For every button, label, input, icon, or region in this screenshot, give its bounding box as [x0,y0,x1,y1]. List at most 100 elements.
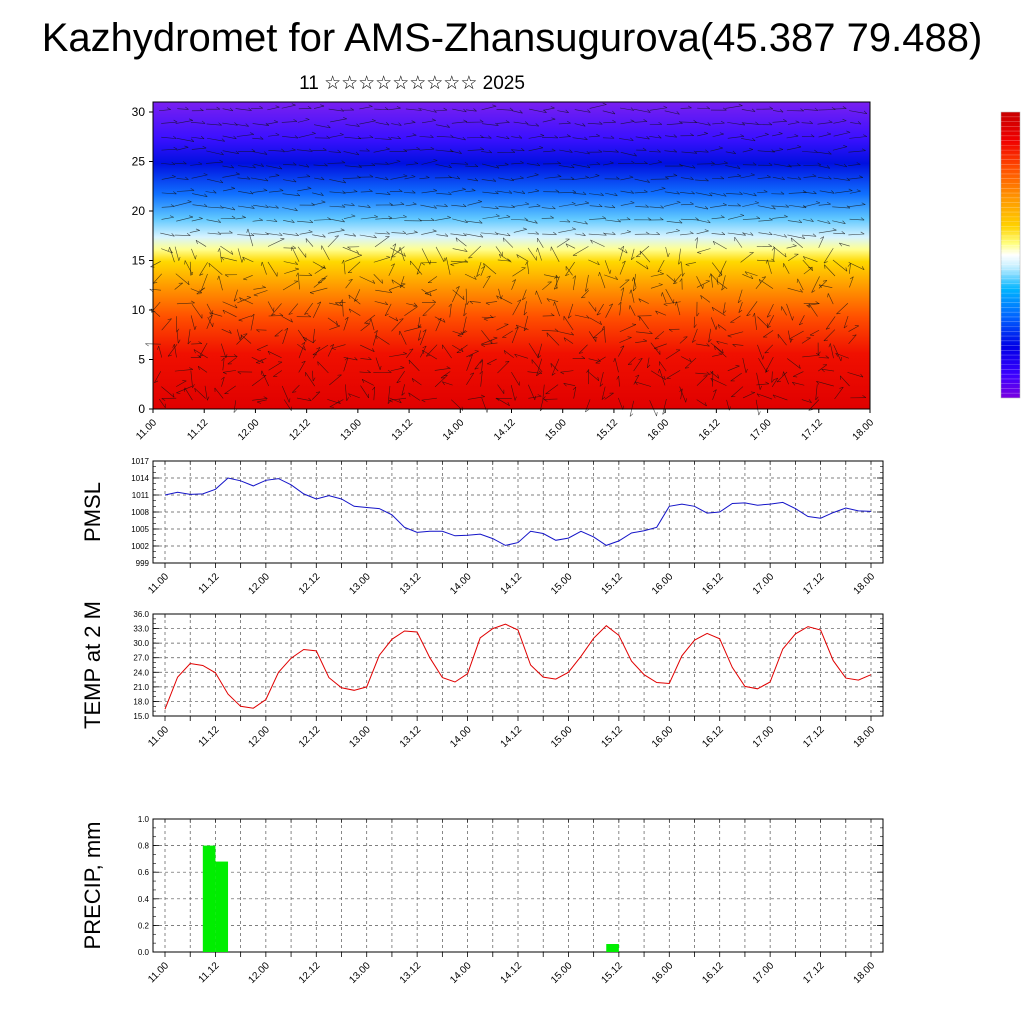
wind-vector [620,151,637,157]
wind-vector [222,206,235,211]
wind-vector [817,151,832,155]
wind-vector [817,121,833,125]
wind-vector [201,273,208,291]
wind-vector [465,165,479,168]
wind-vector [404,306,418,316]
wind-vector [787,358,801,369]
wind-vector [543,107,555,111]
wind-vector-barb [601,396,606,400]
wind-vector [514,353,529,359]
wind-vector [221,256,237,262]
wind-vector-barb [536,247,538,252]
wind-vector [790,237,803,248]
wind-vector-barb [798,219,803,223]
wind-vector [620,231,631,235]
wind-vector-barb [219,205,224,209]
wind-vector-barb [279,188,284,191]
wind-vector [559,149,573,153]
wind-vector [237,165,256,169]
wind-vector [375,335,390,345]
wind-vector [206,178,223,184]
wind-vector-barb [771,247,775,251]
wind-vector [526,174,539,178]
wind-vector-barb [598,203,603,207]
wind-vector [601,386,606,400]
wind-vector-barb [488,135,492,139]
wind-vector [588,193,604,196]
wind-vector-barb [797,176,802,180]
wind-vector-barb [512,279,516,282]
wind-vector [679,386,687,403]
wind-vector-barb [320,104,325,107]
wind-vector [605,219,621,223]
wind-vector-barb [810,134,815,138]
wind-vector-barb [246,176,251,180]
wind-vector-barb [537,394,542,397]
temp-xtick-label: 18.00 [852,724,878,750]
wind-vector-barb [602,102,607,105]
wind-vector [312,192,324,196]
wind-vector-barb [275,205,279,209]
wind-vector-barb [187,200,192,203]
wind-vector-barb [293,119,298,122]
wind-vector [342,177,361,179]
wind-vector-barb [259,218,263,221]
wind-vector [233,289,238,302]
wind-vector [830,343,834,359]
hm-ytick-label: 30 [132,105,146,119]
wind-vector [184,387,193,401]
wind-vector-barb [308,230,313,233]
wind-vector-barb [723,193,727,197]
wind-vector-barb [421,399,426,403]
wind-vector [527,371,542,374]
wind-vector [664,110,680,115]
wind-vector-barb [659,217,664,221]
wind-vector-barb [536,203,541,207]
wind-vector-barb [327,124,331,129]
wind-vector [757,191,768,194]
wind-vector-barb [521,190,526,194]
wind-vector-barb [263,396,268,399]
wind-vector-barb [311,131,316,134]
wind-vector [199,262,208,276]
wind-vector [758,358,767,373]
wind-vector-barb [695,217,699,221]
wind-vector [833,132,851,137]
wind-vector [712,389,717,400]
wind-vector-barb [149,288,153,292]
wind-vector [419,148,435,151]
wind-vector-barb [566,219,571,223]
wind-vector [373,148,390,153]
wind-vector [481,105,497,111]
wind-vector-barb [657,149,661,153]
wind-vector-barb [735,364,740,367]
wind-vector-barb [485,302,490,306]
wind-vector-barb [229,329,232,334]
wind-vector [207,137,225,142]
wind-vector [250,314,255,331]
wind-vector-barb [705,280,710,282]
wind-vector [551,358,560,376]
wind-vector-barb [251,205,255,209]
wind-vector [233,400,237,413]
wind-vector [199,342,208,357]
wind-vector [426,344,438,357]
wind-vector-barb [464,259,469,263]
wind-vector-barb [649,330,653,334]
wind-vector-barb [572,275,576,279]
wind-vector-barb [704,229,709,232]
wind-vector [619,324,637,333]
wind-vector-barb [783,119,787,122]
wind-vector [421,230,437,235]
wind-vector [632,273,636,291]
wind-vector [773,233,787,238]
wind-vector [266,121,278,125]
wind-vector-barb [514,396,517,401]
wind-vector-barb [630,190,634,194]
wind-vector [772,149,783,153]
wind-vector [442,381,453,386]
wind-vector-barb [466,301,470,305]
precip-ytick-label: 0.4 [138,895,150,904]
wind-vector-barb [809,120,813,124]
wind-vector [343,151,359,156]
